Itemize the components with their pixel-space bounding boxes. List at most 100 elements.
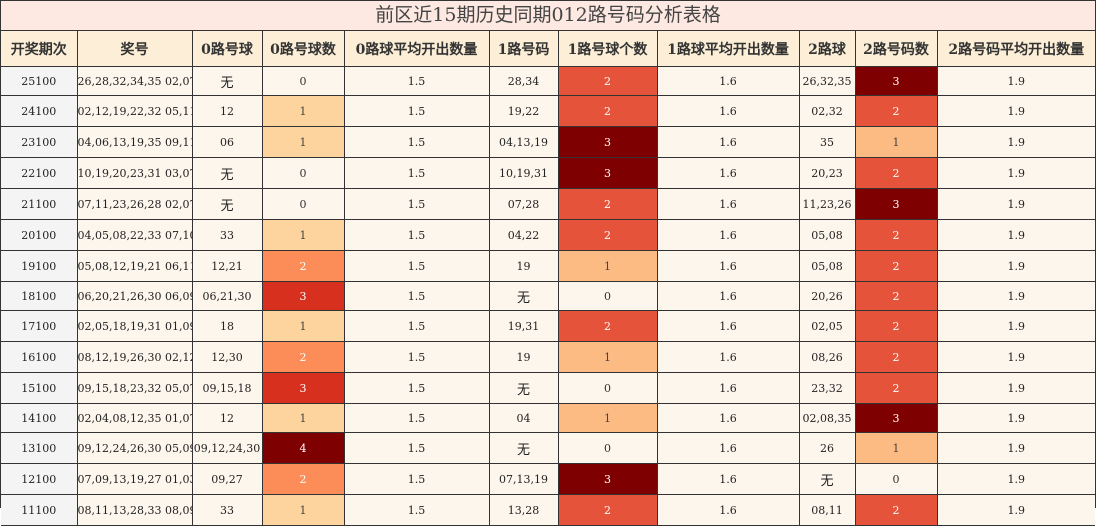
route2-count-cell: 2 <box>854 310 938 342</box>
route1-count-cell: 2 <box>557 219 658 251</box>
header-route1-balls: 1路号码 <box>488 31 559 67</box>
table-row: 25100 26,28,32,34,35 02,07 无 0 1.5 28,34 2 1.6 2… <box>1 66 1095 96</box>
numbers-cell: 02,04,08,12,35 01,07 <box>76 403 193 433</box>
route0-balls-cell: 无 <box>191 66 263 96</box>
route1-balls-cell: 19 <box>488 341 559 373</box>
route0-balls-cell: 06 <box>191 126 263 158</box>
table-row: 19100 05,08,12,19,21 06,11 12,21 2 1.5 19 1 1.6… <box>1 250 1095 282</box>
route0-count-cell: 1 <box>261 494 345 526</box>
route2-balls-cell: 20,26 <box>798 281 856 311</box>
numbers-cell: 05,08,12,19,21 06,11 <box>76 250 193 282</box>
route1-count-cell: 2 <box>557 310 658 342</box>
numbers-cell: 26,28,32,34,35 02,07 <box>76 66 193 96</box>
route0-avg-cell: 1.5 <box>343 310 490 342</box>
route0-count-cell: 1 <box>261 219 345 251</box>
route1-count-cell: 1 <box>557 250 658 282</box>
route0-avg-cell: 1.5 <box>343 188 490 220</box>
route2-count-cell: 0 <box>854 463 938 495</box>
issue-cell: 16100 <box>1 341 78 373</box>
route2-count-cell: 2 <box>854 95 938 127</box>
route2-count-cell: 1 <box>854 432 938 464</box>
table-row: 18100 06,20,21,26,30 06,09 06,21,30 3 1.5 无 0 1… <box>1 281 1095 311</box>
route1-balls-cell: 无 <box>488 372 559 404</box>
header-issue: 开奖期次 <box>1 31 78 67</box>
route2-count-cell: 3 <box>854 188 938 220</box>
numbers-cell: 07,11,23,26,28 02,07 <box>76 188 193 220</box>
route0-balls-cell: 12,21 <box>191 250 263 282</box>
route2-count-cell: 2 <box>854 250 938 282</box>
analysis-table: 开奖期次 奖号 0路号球 0路号球数 0路球平均开出数量 1路号码 1路号球个数… <box>1 31 1095 526</box>
route2-balls-cell: 02,05 <box>798 310 856 342</box>
route0-avg-cell: 1.5 <box>343 219 490 251</box>
route1-balls-cell: 19 <box>488 250 559 282</box>
route2-balls-cell: 05,08 <box>798 250 856 282</box>
issue-cell: 12100 <box>1 463 78 495</box>
route2-count-cell: 3 <box>854 403 938 433</box>
route1-balls-cell: 28,34 <box>488 66 559 96</box>
route2-avg-cell: 1.9 <box>936 432 1095 464</box>
route1-avg-cell: 1.6 <box>656 126 800 158</box>
route2-balls-cell: 26,32,35 <box>798 66 856 96</box>
numbers-cell: 02,12,19,22,32 05,11 <box>76 95 193 127</box>
route0-count-cell: 1 <box>261 126 345 158</box>
header-route0-count: 0路号球数 <box>261 31 345 67</box>
numbers-cell: 02,05,18,19,31 01,09 <box>76 310 193 342</box>
table-row: 14100 02,04,08,12,35 01,07 12 1 1.5 04 1 1.6 02,… <box>1 403 1095 433</box>
route0-count-cell: 0 <box>261 188 345 220</box>
route2-balls-cell: 02,08,35 <box>798 403 856 433</box>
table-row: 16100 08,12,19,26,30 02,12 12,30 2 1.5 19 1 1.6… <box>1 341 1095 373</box>
route1-count-cell: 1 <box>557 403 658 433</box>
route2-count-cell: 3 <box>854 66 938 96</box>
route1-count-cell: 2 <box>557 66 658 96</box>
route0-balls-cell: 12,30 <box>191 341 263 373</box>
numbers-cell: 09,12,24,26,30 05,09 <box>76 432 193 464</box>
table-row: 24100 02,12,19,22,32 05,11 12 1 1.5 19,22 2 1.6… <box>1 95 1095 127</box>
route0-balls-cell: 09,27 <box>191 463 263 495</box>
route2-avg-cell: 1.9 <box>936 66 1095 96</box>
route2-balls-cell: 35 <box>798 126 856 158</box>
table-row: 20100 04,05,08,22,33 07,10 33 1 1.5 04,22 2 1.6… <box>1 219 1095 251</box>
route2-count-cell: 2 <box>854 219 938 251</box>
route1-count-cell: 3 <box>557 463 658 495</box>
route0-avg-cell: 1.5 <box>343 157 490 189</box>
route1-avg-cell: 1.6 <box>656 341 800 373</box>
route1-avg-cell: 1.6 <box>656 157 800 189</box>
route0-balls-cell: 09,12,24,30 <box>191 432 263 464</box>
issue-cell: 14100 <box>1 403 78 433</box>
route0-balls-cell: 无 <box>191 157 263 189</box>
route2-avg-cell: 1.9 <box>936 310 1095 342</box>
route1-balls-cell: 04,13,19 <box>488 126 559 158</box>
route2-avg-cell: 1.9 <box>936 219 1095 251</box>
header-route2-balls: 2路球 <box>798 31 856 67</box>
issue-cell: 24100 <box>1 95 78 127</box>
table-row: 23100 04,06,13,19,35 09,11 06 1 1.5 04,13,19 3… <box>1 126 1095 158</box>
route2-count-cell: 2 <box>854 372 938 404</box>
route1-avg-cell: 1.6 <box>656 463 800 495</box>
route1-balls-cell: 13,28 <box>488 494 559 526</box>
route2-count-cell: 1 <box>854 126 938 158</box>
route2-count-cell: 2 <box>854 341 938 373</box>
issue-cell: 11100 <box>1 494 78 526</box>
route0-balls-cell: 06,21,30 <box>191 281 263 311</box>
route1-avg-cell: 1.6 <box>656 403 800 433</box>
route2-count-cell: 2 <box>854 494 938 526</box>
header-numbers: 奖号 <box>76 31 193 67</box>
numbers-cell: 08,11,13,28,33 08,09 <box>76 494 193 526</box>
numbers-cell: 07,09,13,19,27 01,03 <box>76 463 193 495</box>
route0-avg-cell: 1.5 <box>343 250 490 282</box>
route2-avg-cell: 1.9 <box>936 250 1095 282</box>
numbers-cell: 06,20,21,26,30 06,09 <box>76 281 193 311</box>
issue-cell: 13100 <box>1 432 78 464</box>
table-row: 12100 07,09,13,19,27 01,03 09,27 2 1.5 07,13,… <box>1 463 1095 495</box>
route0-count-cell: 1 <box>261 310 345 342</box>
header-route1-avg: 1路球平均开出数量 <box>656 31 800 67</box>
route1-count-cell: 3 <box>557 157 658 189</box>
route2-avg-cell: 1.9 <box>936 157 1095 189</box>
route0-count-cell: 3 <box>261 372 345 404</box>
route0-count-cell: 0 <box>261 157 345 189</box>
route1-balls-cell: 07,28 <box>488 188 559 220</box>
table-body: 25100 26,28,32,34,35 02,07 无 0 1.5 28,34 2 1.6 2… <box>1 66 1095 526</box>
route1-avg-cell: 1.6 <box>656 219 800 251</box>
route0-avg-cell: 1.5 <box>343 126 490 158</box>
route2-balls-cell: 20,23 <box>798 157 856 189</box>
